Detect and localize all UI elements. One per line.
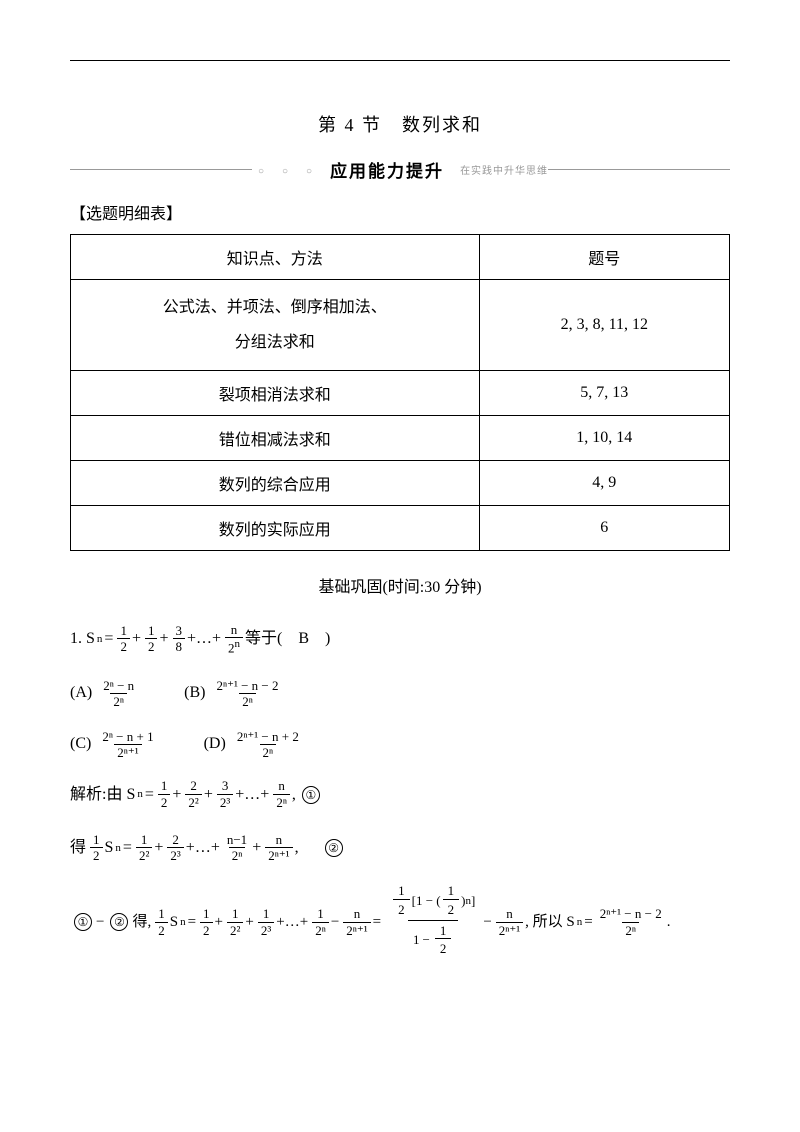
option-c: (C) 2ⁿ − n + 12ⁿ⁺¹ <box>70 726 159 761</box>
cell-numbers: 1, 10, 14 <box>479 416 729 461</box>
banner-sub: 在实践中升华思维 <box>452 162 548 177</box>
banner-dots: ○ ○ ○ <box>252 162 322 177</box>
cell-numbers: 5, 7, 13 <box>479 371 729 416</box>
q1-stem: 1. Sn = 12 + 12 + 38 +…+ n2n 等于( B ) <box>70 621 730 656</box>
table-header-row: 知识点、方法 题号 <box>71 235 730 280</box>
solution-line-1: 解析:由 Sn = 12 + 22² + 32³ +…+ n2ⁿ , ① <box>70 777 730 812</box>
q1-options-row1: (A) 2ⁿ − n2ⁿ (B) 2ⁿ⁺¹ − n − 22ⁿ <box>70 675 730 710</box>
mark-2: ② <box>325 839 343 857</box>
cell-method: 裂项相消法求和 <box>71 371 480 416</box>
cell-method: 数列的实际应用 <box>71 506 480 551</box>
top-rule <box>70 60 730 61</box>
subtitle: 基础巩固(时间:30 分钟) <box>70 573 730 597</box>
cell-numbers: 4, 9 <box>479 461 729 506</box>
solution-line-3: ① − ② 得, 12 Sn = 12 + 12² + 12³ +…+ 12ⁿ … <box>70 883 730 960</box>
option-b: (B) 2ⁿ⁺¹ − n − 22ⁿ <box>184 675 283 710</box>
cell-method: 公式法、并项法、倒序相加法、 分组法求和 <box>71 280 480 371</box>
q1-options-row2: (C) 2ⁿ − n + 12ⁿ⁺¹ (D) 2ⁿ⁺¹ − n + 22ⁿ <box>70 726 730 761</box>
section-title: 第 4 节 数列求和 <box>70 111 730 137</box>
mark-1: ① <box>302 786 320 804</box>
cell-numbers: 2, 3, 8, 11, 12 <box>479 280 729 371</box>
cell-method: 数列的综合应用 <box>71 461 480 506</box>
option-d: (D) 2ⁿ⁺¹ − n + 22ⁿ <box>204 726 304 761</box>
table-row: 裂项相消法求和 5, 7, 13 <box>71 371 730 416</box>
table-row: 数列的综合应用 4, 9 <box>71 461 730 506</box>
option-a: (A) 2ⁿ − n2ⁿ <box>70 675 139 710</box>
banner: ○ ○ ○ 应用能力提升 在实践中升华思维 <box>70 157 730 182</box>
solution-line-2: 得 12 Sn = 12² + 22³ +…+ n−12ⁿ + n2ⁿ⁺¹ , … <box>70 830 730 865</box>
table-row: 数列的实际应用 6 <box>71 506 730 551</box>
banner-main: 应用能力提升 <box>322 157 452 182</box>
table-label: 【选题明细表】 <box>70 200 730 224</box>
topic-table: 知识点、方法 题号 公式法、并项法、倒序相加法、 分组法求和 2, 3, 8, … <box>70 234 730 551</box>
th-number: 题号 <box>479 235 729 280</box>
problem-1: 1. Sn = 12 + 12 + 38 +…+ n2n 等于( B ) (A)… <box>70 621 730 960</box>
table-row: 错位相减法求和 1, 10, 14 <box>71 416 730 461</box>
cell-numbers: 6 <box>479 506 729 551</box>
th-method: 知识点、方法 <box>71 235 480 280</box>
table-row: 公式法、并项法、倒序相加法、 分组法求和 2, 3, 8, 11, 12 <box>71 280 730 371</box>
cell-method: 错位相减法求和 <box>71 416 480 461</box>
